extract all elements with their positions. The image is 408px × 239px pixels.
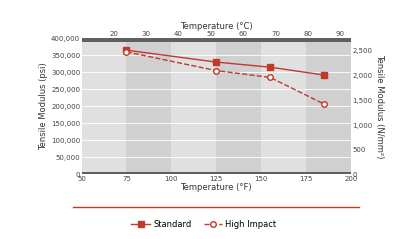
Bar (82, 38, 126, 174)
Y-axis label: Tensile Modulus (N/mm²): Tensile Modulus (N/mm²) (375, 54, 384, 158)
Bar (82, 172, 351, 174)
Y-axis label: Tensile Modulus (psi): Tensile Modulus (psi) (39, 62, 48, 150)
X-axis label: Temperature (°F): Temperature (°F) (180, 183, 252, 192)
X-axis label: Temperature (°C): Temperature (°C) (180, 22, 253, 32)
Bar (216, 38, 261, 174)
Bar (306, 38, 351, 174)
Bar (261, 38, 306, 174)
Bar (171, 38, 216, 174)
Bar (82, 38, 351, 42)
Legend: Standard, High Impact: Standard, High Impact (128, 217, 280, 233)
Bar (126, 38, 171, 174)
